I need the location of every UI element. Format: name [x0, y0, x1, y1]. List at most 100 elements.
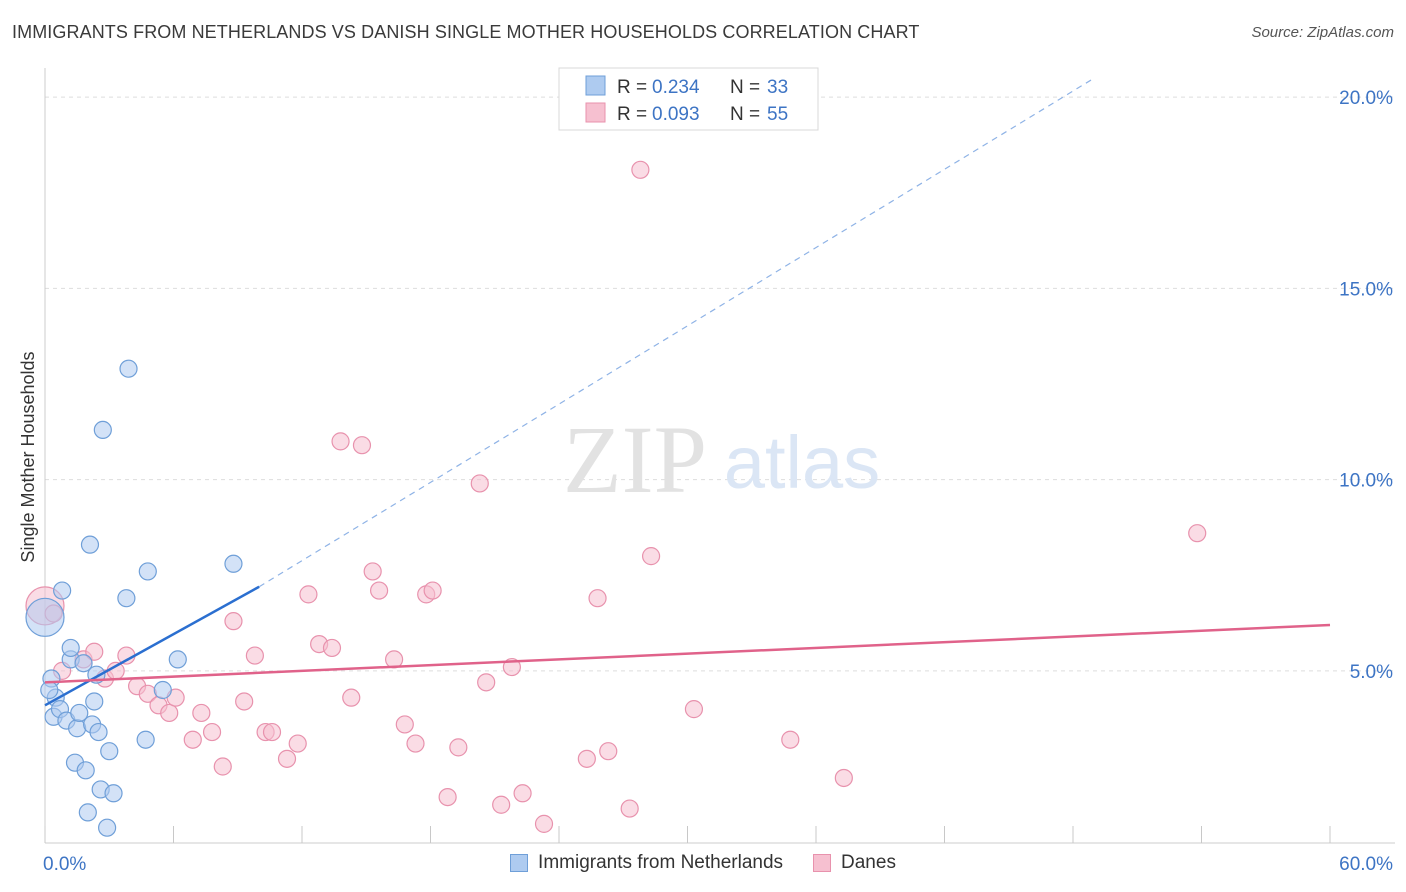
axes	[44, 68, 1395, 844]
y-tick-label-1: 10.0%	[1339, 471, 1393, 492]
danes-point-50	[684, 700, 704, 719]
legend-swatch-danes	[813, 854, 832, 872]
danes-point-53	[1188, 524, 1207, 543]
legend-label-netherlands: Immigrants from Netherlands	[538, 852, 784, 873]
netherlands-point-5	[53, 581, 72, 600]
danes-point-29	[363, 562, 382, 581]
danes-point-52	[834, 768, 853, 788]
netherlands-point-17	[85, 692, 104, 711]
danes-point-46	[599, 742, 618, 761]
danes-point-35	[423, 581, 442, 600]
danes-point-33	[406, 734, 425, 753]
stats-n-label-1: N =	[730, 104, 760, 125]
danes-point-22	[288, 734, 307, 753]
netherlands-point-12	[74, 654, 93, 673]
danes-trend-line	[44, 623, 1331, 684]
trend-lines	[44, 77, 1331, 707]
legend-swatch-netherlands	[510, 854, 529, 872]
netherlands-point-23	[100, 742, 119, 761]
netherlands-point-14	[78, 803, 97, 822]
danes-point-32	[395, 715, 414, 734]
danes-point-16	[224, 612, 243, 631]
x-tick-label-0: 0.0%	[43, 854, 86, 875]
danes-point-20	[262, 722, 282, 742]
danes-point-39	[477, 673, 496, 692]
danes-point-26	[331, 432, 350, 451]
stats-legend: R = 0.234 N = 33 R = 0.093 N = 55	[558, 67, 819, 131]
stats-swatch-pink	[585, 102, 606, 123]
netherlands-trend-line	[44, 585, 260, 707]
netherlands-point-8	[61, 638, 80, 658]
danes-point-43	[534, 814, 554, 833]
danes-point-49	[641, 547, 661, 566]
netherlands-point-30	[168, 650, 187, 669]
watermark-zip: ZIP	[563, 406, 707, 513]
x-tick-label-1: 60.0%	[1339, 854, 1393, 875]
danes-point-40	[492, 795, 511, 814]
danes-point-25	[322, 638, 342, 658]
chart-title: IMMIGRANTS FROM NETHERLANDS VS DANISH SI…	[12, 22, 920, 42]
danes-point-38	[470, 474, 489, 493]
watermark-atlas: atlas	[724, 421, 880, 504]
stats-r-value-0: 0.234	[652, 77, 700, 98]
netherlands-point-13	[76, 761, 95, 780]
legend-label-danes: Danes	[841, 852, 896, 873]
stats-swatch-blue	[585, 75, 606, 96]
netherlands-point-10	[68, 719, 87, 738]
netherlands-point-15	[80, 535, 100, 554]
danes-point-42	[513, 784, 532, 803]
danes-point-21	[277, 749, 297, 768]
netherlands-point-28	[138, 562, 157, 581]
netherlands-point-26	[119, 359, 138, 378]
netherlands-point-22	[98, 818, 117, 837]
stats-r-label-0: R =	[617, 77, 647, 98]
netherlands-point-11	[70, 703, 89, 723]
netherlands-point-31	[224, 554, 243, 573]
danes-point-3	[85, 642, 104, 661]
danes-point-48	[631, 160, 650, 179]
danes-point-18	[245, 646, 264, 665]
stats-n-value-0: 33	[767, 77, 788, 98]
danes-point-10	[160, 703, 179, 723]
danes-point-23	[299, 585, 318, 604]
netherlands-point-25	[117, 589, 136, 608]
legend-item-netherlands: Immigrants from Netherlands	[510, 852, 783, 874]
stats-r-label-1: R =	[617, 104, 647, 125]
y-tick-label-2: 15.0%	[1339, 279, 1393, 300]
gridlines	[45, 96, 1395, 672]
danes-point-30	[370, 581, 389, 600]
y-tick-label-0: 5.0%	[1350, 662, 1393, 683]
danes-point-44	[577, 749, 596, 768]
y-axis-label: Single Mother Households	[18, 351, 38, 562]
data-points	[25, 160, 1207, 837]
danes-point-28	[352, 436, 372, 455]
danes-point-27	[342, 688, 361, 707]
netherlands-point-24	[104, 784, 123, 803]
stats-r-value-1: 0.093	[652, 104, 700, 125]
stats-n-value-1: 55	[767, 104, 788, 125]
watermark: ZIP atlas	[563, 406, 880, 513]
netherlands-point-0	[25, 597, 65, 637]
danes-point-15	[213, 757, 232, 776]
danes-point-17	[235, 692, 254, 711]
danes-point-12	[183, 730, 202, 749]
y-tick-label-3: 20.0%	[1339, 88, 1393, 109]
stats-n-label-0: N =	[730, 77, 760, 98]
netherlands-trend-extension	[258, 77, 1095, 588]
danes-point-47	[620, 799, 639, 818]
danes-point-14	[202, 722, 222, 742]
danes-point-45	[588, 589, 607, 608]
danes-point-36	[438, 787, 457, 807]
danes-point-51	[781, 730, 800, 749]
danes-point-37	[449, 738, 468, 757]
netherlands-point-29	[153, 680, 172, 700]
netherlands-point-21	[93, 420, 112, 439]
source-label: Source: ZipAtlas.com	[1251, 24, 1394, 41]
danes-point-13	[192, 703, 211, 723]
netherlands-point-19	[89, 722, 108, 742]
netherlands-point-27	[136, 730, 155, 749]
tick-labels: 5.0% 10.0% 15.0% 20.0% 0.0% 60.0%	[43, 88, 1393, 875]
netherlands-point-32	[40, 680, 59, 700]
series-legend: Immigrants from Netherlands Danes	[0, 852, 1406, 874]
